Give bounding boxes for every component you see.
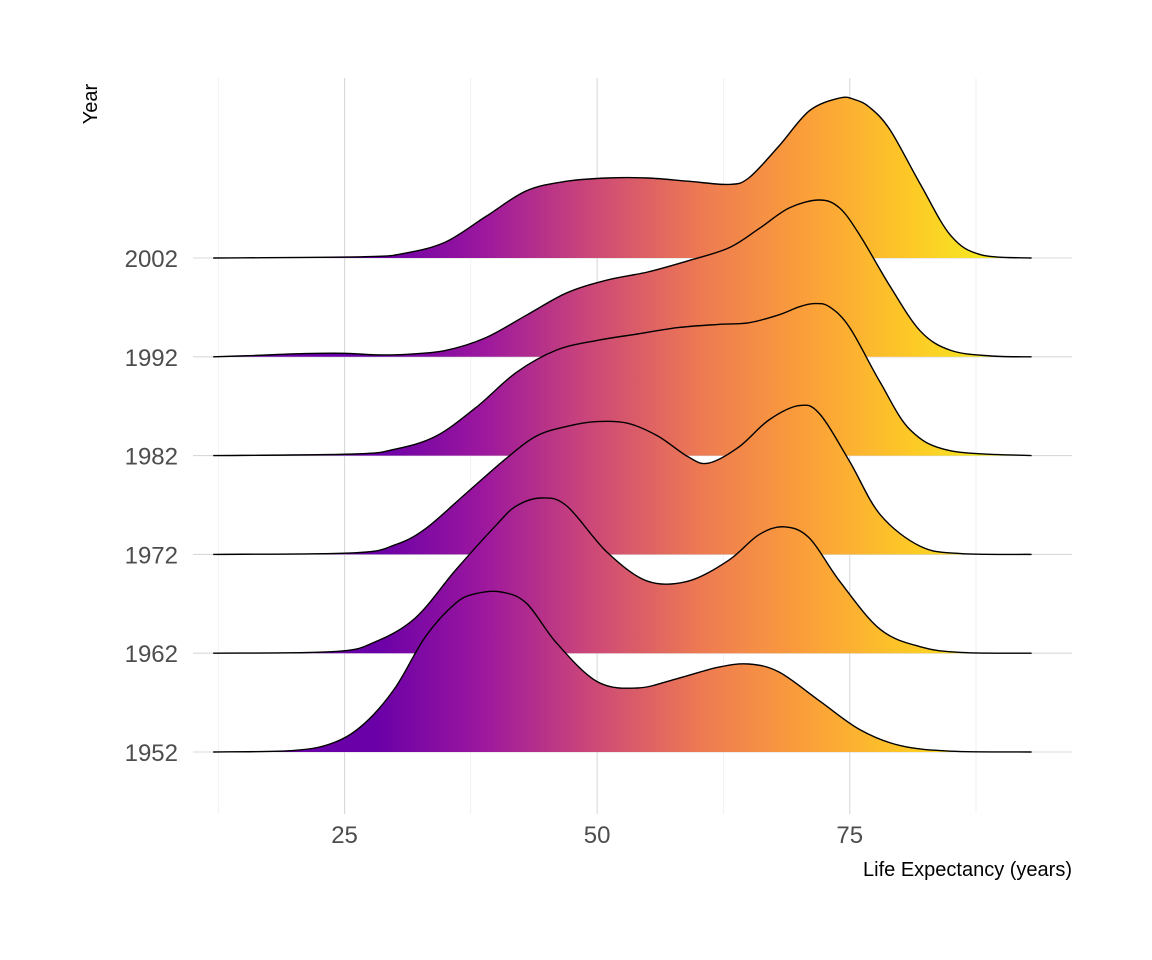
x-tick-label: 75 [836, 822, 863, 849]
x-tick-label: 25 [331, 822, 358, 849]
ridge-area-1972 [213, 405, 1032, 555]
ridge-outline-1972 [213, 404, 1032, 556]
y-tick-label: 1962 [125, 641, 178, 668]
y-tick-label: 1972 [125, 542, 178, 569]
ridge-outline-1992 [213, 199, 1032, 358]
x-axis-title: Life Expectancy (years) [863, 859, 1072, 881]
x-tick-labels: 25 50 75 [331, 822, 863, 849]
x-tick-label: 50 [584, 822, 611, 849]
ridge-outline-2002 [213, 96, 1032, 259]
y-axis-title: Year [80, 83, 102, 124]
ridge-area-1962 [213, 497, 1032, 654]
ridge-outline-1952 [213, 590, 1032, 753]
ridge-area-1952 [213, 591, 1032, 752]
ridge-outline-1962 [213, 497, 1032, 654]
y-tick-labels: 1952 1962 1972 1982 1992 2002 [125, 246, 178, 767]
ridges [213, 96, 1032, 753]
y-tick-label: 2002 [125, 246, 178, 273]
y-tick-label: 1982 [125, 444, 178, 471]
ridge-area-1982 [213, 303, 1032, 456]
y-tick-label: 1992 [125, 345, 178, 372]
y-tick-label: 1952 [125, 740, 178, 767]
ridge-outline-1982 [213, 302, 1032, 457]
